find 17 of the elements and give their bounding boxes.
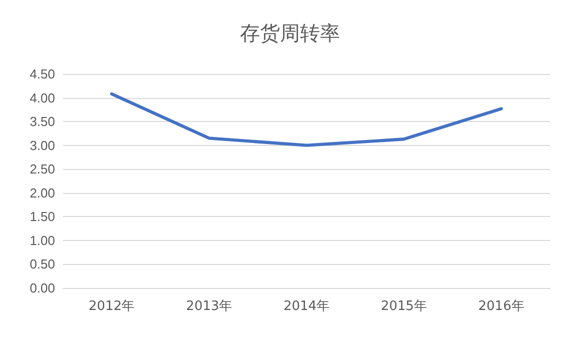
y-tick-label: 1.00 (30, 232, 55, 248)
y-tick-label: 3.00 (30, 138, 55, 153)
x-tick-label: 2013年 (186, 299, 232, 314)
y-tick-label: 4.00 (30, 90, 55, 106)
line-series (110, 92, 503, 147)
y-tick-label: 2.00 (30, 185, 55, 200)
y-tick-label: 4.50 (30, 66, 55, 82)
y-tick-label: 3.50 (30, 114, 55, 130)
x-tick-label: 2015年 (380, 299, 427, 314)
y-tick-label: 0.50 (30, 256, 55, 272)
y-tick-label: 2.50 (30, 162, 55, 177)
y-tick-label: 0.00 (30, 280, 55, 296)
x-tick-label: 2012年 (88, 299, 135, 314)
x-tick-label: 2014年 (283, 299, 330, 314)
x-tick-label: 2016年 (478, 299, 524, 314)
y-tick-label: 1.50 (30, 209, 55, 224)
chart-title: 存货周转率 (240, 21, 340, 45)
